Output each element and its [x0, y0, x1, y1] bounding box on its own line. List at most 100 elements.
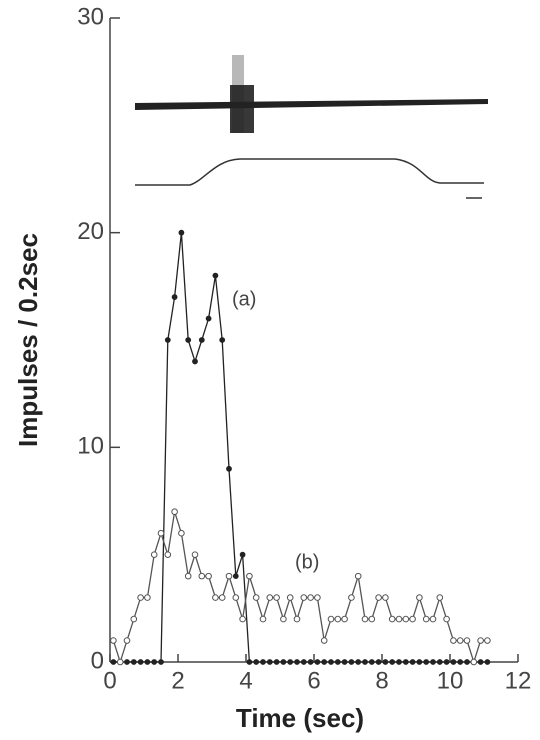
x-tick-label: 8 — [375, 667, 388, 694]
data-point — [111, 660, 116, 665]
data-point — [158, 530, 164, 536]
data-point — [397, 660, 402, 665]
data-point — [389, 616, 395, 622]
data-point — [349, 595, 355, 601]
data-point — [233, 574, 238, 579]
data-point — [138, 660, 143, 665]
data-point — [329, 660, 334, 665]
data-point — [185, 573, 191, 579]
data-point — [417, 660, 422, 665]
data-point — [159, 660, 164, 665]
data-point — [410, 616, 416, 622]
data-point — [335, 616, 341, 622]
x-axis-label: Time (sec) — [236, 703, 364, 733]
data-point — [424, 660, 429, 665]
data-point — [437, 595, 443, 601]
data-point — [390, 660, 395, 665]
data-point — [267, 660, 272, 665]
data-point — [138, 595, 144, 601]
data-point — [451, 638, 457, 644]
data-point — [247, 573, 253, 579]
x-tick-label: 2 — [171, 667, 184, 694]
data-point — [444, 616, 450, 622]
data-point — [451, 660, 456, 665]
data-point — [288, 660, 293, 665]
y-tick-label: 0 — [91, 647, 104, 674]
x-tick-label: 6 — [307, 667, 320, 694]
data-point — [111, 638, 117, 644]
data-point — [193, 359, 198, 364]
data-point — [423, 616, 429, 622]
x-tick-label: 4 — [239, 667, 252, 694]
data-point — [369, 660, 374, 665]
data-point — [457, 638, 463, 644]
y-tick-label: 30 — [77, 3, 104, 30]
data-point — [151, 552, 157, 558]
data-point — [403, 660, 408, 665]
data-point — [131, 616, 137, 622]
data-point — [125, 660, 130, 665]
data-point — [471, 659, 477, 665]
data-point — [294, 616, 300, 622]
data-point — [410, 660, 415, 665]
data-point — [131, 660, 136, 665]
data-point — [376, 660, 381, 665]
data-point — [199, 573, 205, 579]
data-point — [403, 616, 409, 622]
data-point — [376, 595, 382, 601]
x-tick-label: 12 — [505, 667, 532, 694]
data-point — [220, 338, 225, 343]
data-point — [253, 595, 259, 601]
data-point — [254, 660, 259, 665]
data-point — [179, 530, 185, 536]
data-point — [247, 660, 252, 665]
data-point — [124, 638, 130, 644]
data-point — [356, 660, 361, 665]
data-point — [485, 638, 491, 644]
data-point — [315, 595, 321, 601]
data-point — [227, 466, 232, 471]
data-point — [206, 573, 212, 579]
data-point — [145, 595, 151, 601]
data-point — [315, 660, 320, 665]
data-point — [478, 638, 484, 644]
data-point — [172, 509, 178, 515]
inset-recording — [135, 55, 488, 198]
data-point — [485, 660, 490, 665]
data-point — [281, 660, 286, 665]
data-point — [342, 616, 348, 622]
data-point — [213, 273, 218, 278]
data-point — [281, 616, 287, 622]
y-tick-label: 20 — [77, 218, 104, 245]
data-point — [444, 660, 449, 665]
data-point — [464, 638, 470, 644]
data-point — [342, 660, 347, 665]
data-point — [145, 660, 150, 665]
data-point — [437, 660, 442, 665]
data-point — [267, 595, 273, 601]
data-point — [308, 660, 313, 665]
y-axis-label: Impulses / 0.2sec — [13, 233, 43, 447]
data-point — [186, 338, 191, 343]
data-point — [396, 616, 402, 622]
data-point — [465, 660, 470, 665]
annotation: (b) — [295, 551, 319, 573]
data-point — [240, 616, 246, 622]
data-point — [274, 660, 279, 665]
data-point — [417, 595, 423, 601]
chart: Time (sec) Impulses / 0.2sec (a) (b) 0 10… — [0, 0, 540, 740]
data-point — [165, 338, 170, 343]
data-point — [431, 660, 436, 665]
data-point — [322, 660, 327, 665]
data-point — [335, 660, 340, 665]
data-point — [117, 659, 123, 665]
data-point — [362, 616, 368, 622]
data-point — [321, 638, 327, 644]
annotation: (a) — [232, 288, 256, 310]
data-point — [199, 338, 204, 343]
data-point — [478, 660, 483, 665]
y-tick-label: 10 — [77, 433, 104, 460]
data-point — [274, 595, 280, 601]
data-point — [240, 552, 245, 557]
data-point — [226, 573, 232, 579]
